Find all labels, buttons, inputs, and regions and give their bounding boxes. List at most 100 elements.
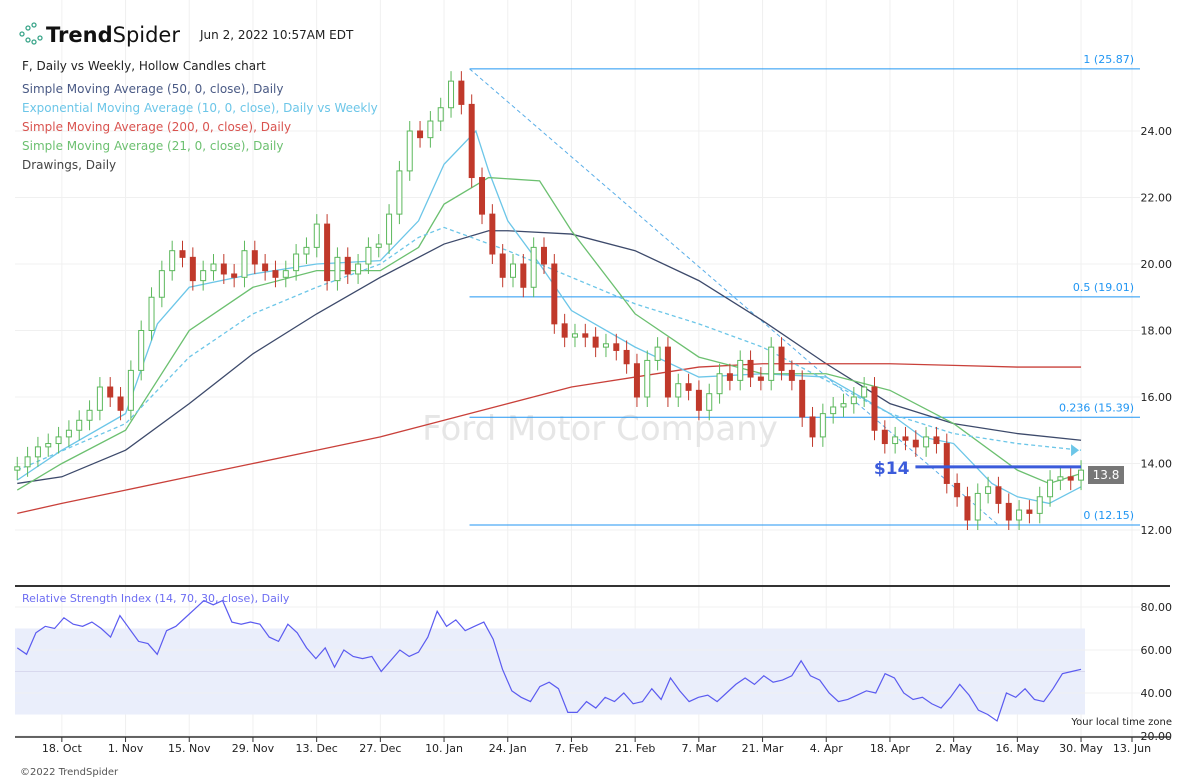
candle-body	[551, 263, 558, 325]
grid	[15, 0, 1140, 737]
copyright: ©2022 TrendSpider	[20, 767, 119, 778]
candle-body	[324, 223, 331, 282]
candle-body	[107, 386, 114, 398]
candle-body	[334, 256, 341, 282]
legend-item: Simple Moving Average (21, 0, close), Da…	[22, 139, 283, 153]
candle-body	[231, 273, 238, 278]
candle-body	[76, 419, 83, 431]
brand-light: Spider	[113, 23, 181, 47]
candle-body	[458, 80, 465, 105]
candle-body	[747, 359, 754, 378]
chart-title: F, Daily vs Weekly, Hollow Candles chart	[22, 59, 266, 73]
candle-body	[34, 446, 41, 458]
arrow-icon	[1071, 444, 1080, 457]
brand-name: TrendSpider	[46, 23, 180, 47]
candle-body	[1067, 476, 1074, 481]
candle-body	[995, 486, 1002, 504]
candle-body	[582, 333, 589, 338]
x-tick-label: 13. Dec	[296, 742, 338, 755]
candles	[14, 71, 1085, 530]
x-tick-label: 18. Oct	[42, 742, 83, 755]
moving-average-line	[17, 230, 1082, 485]
candle-body	[840, 403, 847, 408]
y-tick-label: 20.00	[1141, 258, 1173, 271]
x-tick-label: 7. Mar	[681, 742, 716, 755]
candle-body	[613, 343, 620, 351]
candle-body	[282, 270, 289, 278]
candle-body	[757, 376, 764, 381]
candle-body	[375, 243, 382, 248]
candle-body	[1078, 469, 1085, 481]
candle-body	[55, 436, 62, 445]
annotations[interactable]: $14	[874, 459, 1082, 479]
candle-body	[530, 246, 537, 288]
candle-body	[706, 393, 713, 411]
candle-body	[148, 296, 155, 331]
candle-body	[685, 383, 692, 391]
candle-body	[158, 270, 165, 298]
support-label: $14	[874, 459, 910, 479]
candle-body	[809, 416, 816, 438]
candle-body	[1047, 479, 1054, 498]
candle-body	[1026, 509, 1033, 514]
candle-body	[303, 246, 310, 255]
candle-body	[210, 263, 217, 272]
x-tick-label: 4. Apr	[810, 742, 843, 755]
candle-body	[644, 359, 651, 398]
y-tick-label: 22.00	[1141, 192, 1173, 205]
candle-body	[293, 253, 300, 272]
x-tick-label: 16. May	[995, 742, 1039, 755]
candle-body	[954, 482, 961, 498]
candle-body	[602, 343, 609, 348]
candle-body	[262, 263, 269, 272]
candle-body	[633, 363, 640, 398]
candle-body	[819, 413, 826, 438]
candle-body	[675, 383, 682, 398]
candle-body	[220, 263, 227, 275]
candle-body	[355, 263, 362, 275]
candle-body	[427, 120, 434, 139]
candle-body	[695, 389, 702, 411]
candle-body	[540, 246, 547, 265]
x-tick-label: 1. Nov	[108, 742, 144, 755]
fib-label: 0.236 (15.39)	[1059, 401, 1134, 414]
candle-body	[272, 270, 279, 278]
price-axis: 12.00 14.00 16.00 18.00 20.00 22.00 24.00	[1141, 125, 1173, 537]
candle-body	[1005, 502, 1012, 521]
candle-body	[313, 223, 320, 248]
x-tick-label: 29. Nov	[232, 742, 275, 755]
candle-body	[850, 396, 857, 405]
x-tick-label: 13. Jun	[1113, 742, 1151, 755]
fib-label: 0.5 (19.01)	[1073, 281, 1134, 294]
candle-body	[1057, 476, 1064, 481]
x-tick-label: 24. Jan	[489, 742, 527, 755]
price-tag: 13.8	[1088, 466, 1124, 484]
rsi-y-tick-label: 80.00	[1141, 601, 1173, 614]
x-tick-label: 10. Jan	[425, 742, 463, 755]
candle-body	[344, 256, 351, 275]
candle-body	[716, 373, 723, 395]
candle-body	[623, 349, 630, 365]
candle-body	[1016, 509, 1023, 521]
candle-body	[1036, 496, 1043, 514]
candle-body	[830, 406, 837, 415]
timezone-label[interactable]: Your local time zone	[1070, 717, 1172, 728]
candle-body	[933, 436, 940, 445]
candle-body	[788, 369, 795, 381]
legend-item: Exponential Moving Average (10, 0, close…	[22, 101, 378, 115]
x-tick-label: 7. Feb	[555, 742, 588, 755]
rsi-y-tick-label: 40.00	[1141, 687, 1173, 700]
candle-body	[985, 486, 992, 494]
y-tick-label: 24.00	[1141, 125, 1173, 138]
candle-body	[520, 263, 527, 288]
x-tick-label: 2. May	[935, 742, 972, 755]
candle-body	[871, 386, 878, 431]
fibonacci-retracement[interactable]: 1 (25.87) 0.5 (19.01) 0.236 (15.39) 0 (12.1…	[469, 53, 1140, 526]
candle-body	[479, 177, 486, 215]
time-axis: 18. Oct 1. Nov 15. Nov 29. Nov 13. Dec 27. De…	[42, 737, 1151, 755]
candle-body	[737, 359, 744, 381]
candle-body	[386, 213, 393, 245]
candle-body	[45, 443, 52, 448]
candle-body	[189, 256, 196, 282]
